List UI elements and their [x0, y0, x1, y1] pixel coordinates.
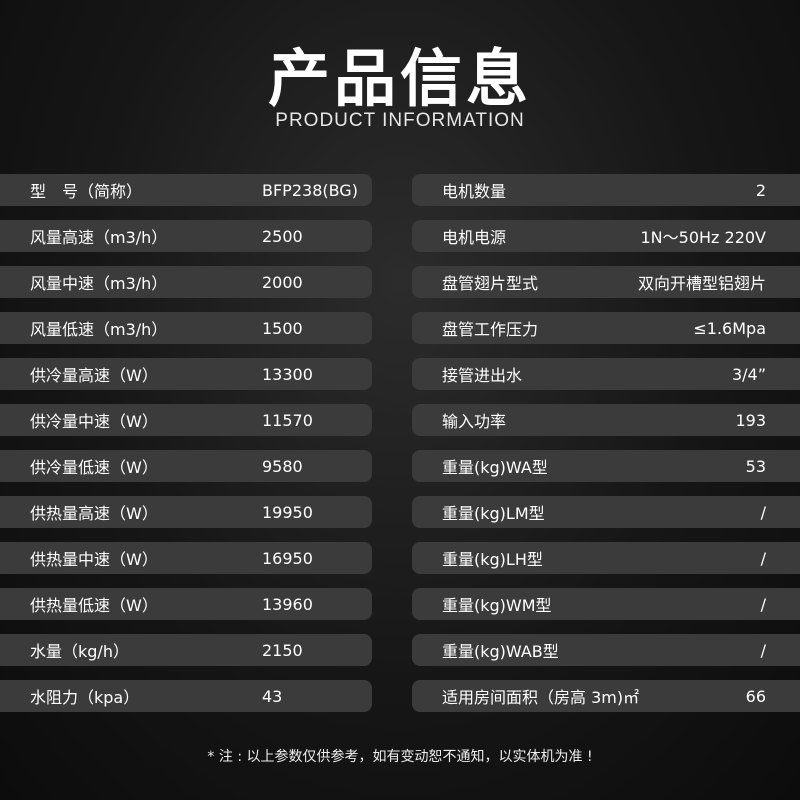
- spec-label: 供热量低速（W）: [30, 596, 158, 615]
- spec-value: 3/4”: [731, 364, 766, 384]
- spec-value: 53: [745, 456, 766, 476]
- spec-value: 13960: [262, 594, 313, 614]
- spec-label: 适用房间面积（房高 3m)㎡: [442, 688, 640, 707]
- spec-row: 盘管翅片型式 双向开槽型铝翅片: [412, 266, 800, 298]
- spec-value: 2: [755, 180, 766, 200]
- footer-note: * 注 : 以上参数仅供参考，如有变动恕不通知，以实体机为准 !: [207, 749, 593, 765]
- spec-value: 193: [735, 410, 766, 430]
- spec-value: 2000: [262, 272, 303, 292]
- spec-value: 双向开槽型铝翅片: [637, 274, 766, 293]
- spec-label: 输入功率: [442, 412, 507, 431]
- spec-label: 风量中速（m3/h）: [30, 274, 168, 293]
- spec-label: 供冷量低速（W）: [30, 458, 158, 477]
- spec-label: 重量(kg)WM型: [442, 596, 552, 615]
- spec-label: 电机数量: [442, 182, 507, 201]
- page-title: 产品信息: [267, 42, 532, 115]
- spec-row: 风量高速（m3/h） 2500: [0, 220, 372, 252]
- spec-row: 接管进出水 3/4”: [412, 358, 800, 390]
- spec-row: 供热量低速（W） 13960: [0, 588, 372, 620]
- spec-row: 重量(kg)WA型 53: [412, 450, 800, 482]
- spec-value: /: [760, 548, 766, 568]
- spec-value: 13300: [262, 364, 313, 384]
- spec-row: 供冷量中速（W） 11570: [0, 404, 372, 436]
- spec-row: 供热量高速（W） 19950: [0, 496, 372, 528]
- spec-label: 供热量中速（W）: [30, 550, 158, 569]
- spec-value: /: [760, 640, 766, 660]
- spec-value: 66: [745, 686, 766, 706]
- spec-row: 电机数量 2: [412, 174, 800, 206]
- spec-value: 43: [262, 686, 283, 706]
- spec-row: 重量(kg)LH型 /: [412, 542, 800, 574]
- spec-value: 1N～50Hz 220V: [640, 228, 766, 247]
- spec-label: 电机电源: [442, 228, 507, 247]
- spec-label: 供冷量中速（W）: [30, 412, 158, 431]
- spec-row: 电机电源 1N～50Hz 220V: [412, 220, 800, 252]
- spec-value: /: [760, 502, 766, 522]
- spec-row: 水量（kg/h） 2150: [0, 634, 372, 666]
- spec-label: 重量(kg)LH型: [442, 550, 543, 569]
- spec-value: BFP238(BG): [262, 180, 358, 200]
- spec-label: 盘管翅片型式: [442, 274, 539, 293]
- spec-label: 供冷量高速（W）: [30, 366, 158, 385]
- spec-value: 1500: [262, 318, 303, 338]
- spec-label: 重量(kg)WA型: [442, 458, 548, 477]
- spec-label: 重量(kg)WAB型: [442, 642, 559, 661]
- spec-label: 重量(kg)LM型: [442, 504, 545, 523]
- spec-row: 适用房间面积（房高 3m)㎡ 66: [412, 680, 800, 712]
- spec-label: 型 号（简称）: [30, 182, 143, 201]
- spec-label: 水量（kg/h）: [30, 642, 129, 661]
- spec-label: 供热量高速（W）: [30, 504, 158, 523]
- spec-row: 输入功率 193: [412, 404, 800, 436]
- page-subtitle: PRODUCT INFORMATION: [275, 110, 525, 131]
- spec-row: 供冷量高速（W） 13300: [0, 358, 372, 390]
- spec-value: 16950: [262, 548, 313, 568]
- spec-value: 9580: [262, 456, 303, 476]
- spec-row: 型 号（简称） BFP238(BG): [0, 174, 372, 206]
- spec-row: 风量低速（m3/h） 1500: [0, 312, 372, 344]
- spec-value: ≤1.6Mpa: [693, 318, 766, 338]
- spec-row: 重量(kg)WAB型 /: [412, 634, 800, 666]
- spec-value: /: [760, 594, 766, 614]
- spec-row: 重量(kg)LM型 /: [412, 496, 800, 528]
- spec-label: 风量低速（m3/h）: [30, 320, 168, 339]
- spec-value: 19950: [262, 502, 313, 522]
- spec-row: 风量中速（m3/h） 2000: [0, 266, 372, 298]
- spec-row: 水阻力（kpa） 43: [0, 680, 372, 712]
- spec-row: 供冷量低速（W） 9580: [0, 450, 372, 482]
- spec-row: 盘管工作压力 ≤1.6Mpa: [412, 312, 800, 344]
- spec-label: 水阻力（kpa）: [30, 688, 140, 707]
- spec-row: 供热量中速（W） 16950: [0, 542, 372, 574]
- spec-label: 风量高速（m3/h）: [30, 228, 168, 247]
- spec-value: 2150: [262, 640, 303, 660]
- spec-label: 盘管工作压力: [442, 320, 539, 339]
- spec-row: 重量(kg)WM型 /: [412, 588, 800, 620]
- spec-label: 接管进出水: [442, 366, 523, 385]
- spec-value: 2500: [262, 226, 303, 246]
- spec-value: 11570: [262, 410, 313, 430]
